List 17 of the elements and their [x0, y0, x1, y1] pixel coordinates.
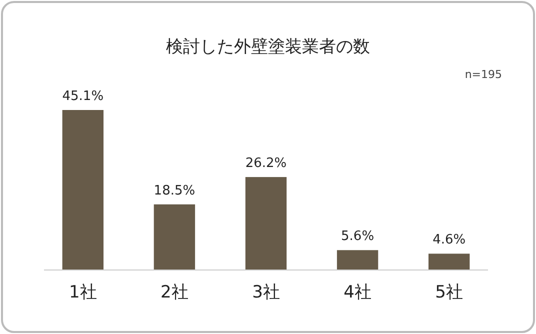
bar [154, 204, 196, 270]
bar [336, 250, 378, 270]
x-tick-label: 3社 [252, 282, 280, 302]
data-label: 45.1% [62, 89, 104, 104]
bar [62, 110, 104, 270]
chart-title: 検討した外壁塗装業者の数 [166, 37, 370, 57]
text: n=195 [464, 68, 502, 81]
bar [245, 177, 287, 270]
x-tick-label: 2社 [160, 282, 188, 302]
data-label: 26.2% [245, 156, 287, 172]
data-label: 5.6% [341, 229, 374, 244]
x-tick-label: 5社 [435, 282, 464, 302]
x-tick-label: 4社 [344, 282, 372, 302]
data-label: 4.6% [432, 232, 466, 248]
bar [428, 254, 470, 270]
data-label: 18.5% [154, 183, 196, 198]
x-tick-label: 1社 [68, 282, 97, 302]
